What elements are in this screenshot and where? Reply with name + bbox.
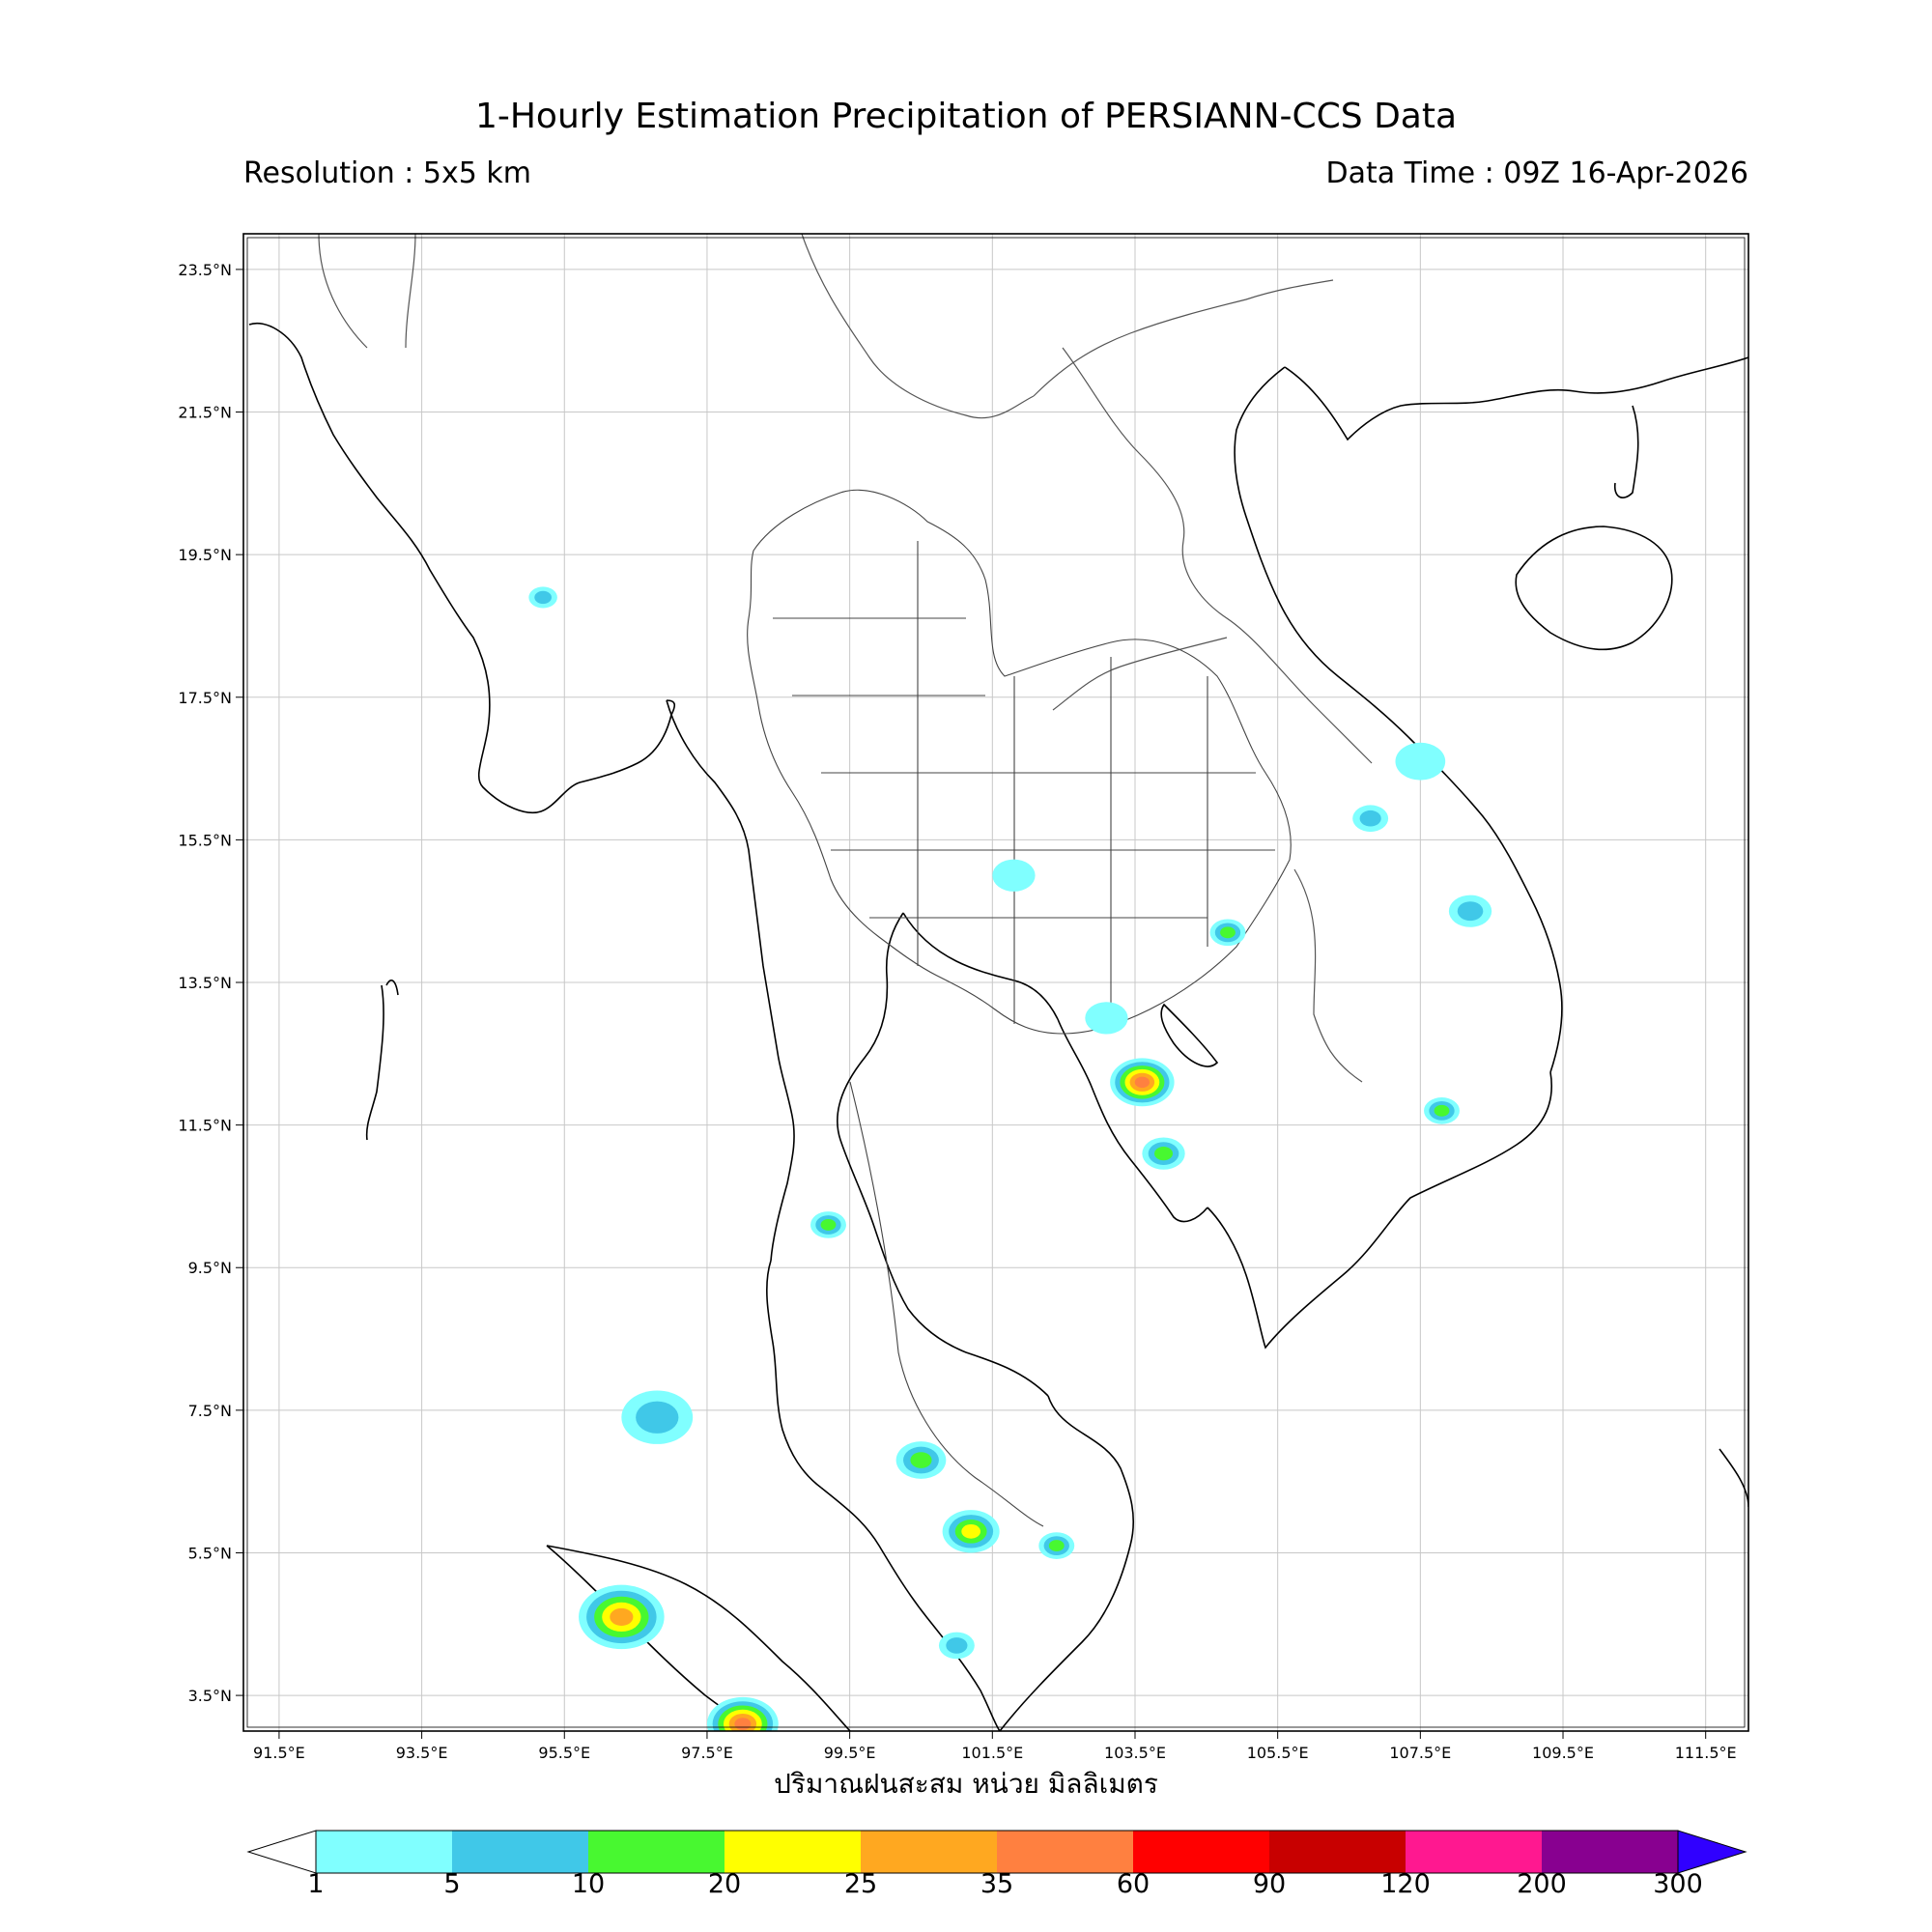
rain-cell [636, 1401, 679, 1434]
lat-tick-label: 7.5°N [188, 1402, 232, 1420]
rain-cell [1085, 1002, 1128, 1035]
lat-tick-label: 15.5°N [178, 831, 232, 849]
graticule [243, 234, 1748, 1731]
lon-tick-label: 97.5°E [681, 1744, 733, 1762]
colorbar-segment [316, 1831, 452, 1873]
rain-cell [734, 1718, 752, 1731]
colorbar-label: 10 [571, 1869, 606, 1899]
lat-tick-label: 3.5°N [188, 1687, 232, 1705]
data-time-label: Data Time : 09Z 16-Apr-2026 [1325, 156, 1748, 190]
axis-ticks: 91.5°E 93.5°E 95.5°E 97.5°E 99.5°E 101.5°E 103… [178, 261, 1736, 1762]
lon-tick-label: 91.5°E [253, 1744, 305, 1762]
colorbar-label: 20 [707, 1869, 742, 1899]
colorbar-segment [861, 1831, 997, 1873]
lat-tick-label: 9.5°N [188, 1259, 232, 1277]
rain-cell [910, 1452, 932, 1468]
rain-cell [1395, 742, 1446, 781]
colorbar-segment [1406, 1831, 1542, 1873]
lat-tick-label: 23.5°N [178, 261, 232, 279]
precipitation-cells [528, 586, 1492, 1731]
rain-cell [1220, 926, 1236, 939]
colorbar-label: 300 [1653, 1869, 1703, 1899]
tonle-sap [1160, 1003, 1219, 1067]
lat-tick-label: 19.5°N [178, 546, 232, 564]
colorbar-segment [1133, 1831, 1269, 1873]
rain-cell [610, 1607, 634, 1626]
colorbar-label: 5 [443, 1869, 461, 1899]
colorbar-label: 25 [843, 1869, 878, 1899]
lat-tick-label: 11.5°N [178, 1117, 232, 1135]
rain-cell [1134, 1076, 1151, 1089]
rain-cell [992, 859, 1036, 892]
andaman-islands-north [385, 980, 399, 996]
lon-tick-label: 111.5°E [1675, 1744, 1737, 1762]
colorbar-label: 120 [1380, 1869, 1431, 1899]
thailand-province-boundaries [747, 489, 1292, 1527]
lon-tick-label: 107.5°E [1389, 1744, 1451, 1762]
rain-cell [1154, 1147, 1174, 1161]
gulf-head [902, 912, 1059, 1020]
colorbar-segment [452, 1831, 588, 1873]
vietnam-east-coast [1234, 366, 1563, 1073]
rain-cell [1359, 810, 1381, 827]
colorbar-caption: ปริมาณฝนสะสม หน่วย มิลลิเมตร [774, 1768, 1158, 1800]
colorbar-outline [315, 1830, 1679, 1874]
colorbar [246, 1830, 1747, 1874]
colorbar-label: 1 [307, 1869, 325, 1899]
malay-east-coast [999, 1395, 1135, 1731]
tanintharyi-coast [666, 699, 795, 1262]
rain-cell [961, 1523, 981, 1539]
gulf-east-coast [1057, 1018, 1208, 1223]
colorbar-label: 200 [1517, 1869, 1567, 1899]
rain-cell [946, 1637, 968, 1654]
thai-andaman-coast [766, 1260, 822, 1489]
colorbar-label: 35 [980, 1869, 1014, 1899]
lon-tick-label: 103.5°E [1104, 1744, 1166, 1762]
colorbar-segment [588, 1831, 724, 1873]
colorbar-label: 90 [1252, 1869, 1287, 1899]
hainan-island [1515, 526, 1673, 651]
map-title: 1-Hourly Estimation Precipitation of PER… [474, 97, 1458, 136]
lat-tick-label: 21.5°N [178, 404, 232, 422]
colorbar-over-arrow [1677, 1830, 1747, 1874]
rain-cell [534, 590, 552, 605]
colorbar-segment [724, 1831, 861, 1873]
rain-cell [820, 1219, 837, 1231]
coastline-and-borders [248, 322, 1748, 1731]
lat-tick-label: 5.5°N [188, 1544, 232, 1562]
colorbar-segment [1269, 1831, 1406, 1873]
lon-tick-label: 95.5°E [538, 1744, 590, 1762]
rain-cell [1048, 1540, 1065, 1552]
lon-tick-label: 101.5°E [961, 1744, 1023, 1762]
gulf-west-coast [837, 912, 1049, 1397]
colorbar-under-arrow [246, 1830, 317, 1874]
colorbar-label: 60 [1116, 1869, 1151, 1899]
malay-west-coast [820, 1487, 1001, 1731]
lat-tick-label: 17.5°N [178, 689, 232, 707]
colorbar-segment [1542, 1831, 1678, 1873]
rain-cell [1457, 901, 1484, 922]
leizhou-peninsula [1613, 405, 1639, 498]
resolution-label: Resolution : 5x5 km [243, 156, 531, 190]
andaman-islands [365, 984, 384, 1141]
lon-tick-label: 105.5°E [1247, 1744, 1309, 1762]
vietnam-south-coast [1207, 1071, 1552, 1350]
myanmar-west-coast [248, 322, 676, 813]
lon-tick-label: 109.5°E [1532, 1744, 1594, 1762]
lon-tick-label: 93.5°E [396, 1744, 448, 1762]
colorbar-segment [997, 1831, 1133, 1873]
lat-tick-label: 13.5°N [178, 974, 232, 992]
lon-tick-label: 99.5°E [824, 1744, 876, 1762]
china-south-coast [1284, 356, 1748, 441]
rain-cell [1434, 1104, 1450, 1117]
country-borders [318, 234, 1373, 1083]
